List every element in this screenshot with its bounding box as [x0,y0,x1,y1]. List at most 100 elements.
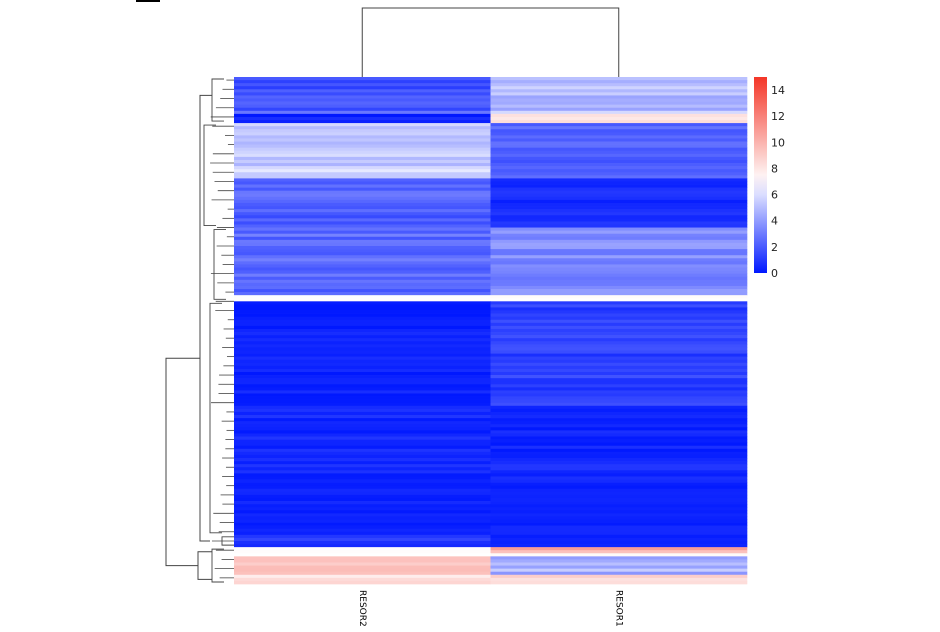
heatmap-cell [490,537,748,542]
heatmap-cell [490,301,748,305]
heatmap-cell [234,504,491,508]
heatmap-cell [490,236,748,241]
heatmap-cell [234,445,491,450]
heatmap-cell [490,196,748,201]
heatmap-cell [490,368,748,373]
row-dendrogram [165,78,234,583]
heatmap-cell [234,258,491,262]
heatmap-cell [490,341,748,345]
heatmap-cell [234,190,491,195]
heatmap-cell [234,172,491,176]
heatmap-cell [490,181,748,185]
heatmap-cell [490,218,748,222]
heatmap-cell [234,289,491,293]
heatmap-cell [490,335,748,339]
heatmap-cell [234,156,491,161]
heatmap-cell [490,150,748,155]
heatmap-cell [490,574,748,579]
heatmap-cell [490,510,748,514]
heatmap-cell [490,451,748,456]
heatmap-cell [234,80,491,84]
heatmap-cell [490,405,748,410]
heatmap-cell [490,556,748,560]
heatmap-cell [490,473,748,477]
heatmap-cell [234,491,491,496]
heatmap-cell [490,83,748,87]
heatmap-cell [234,568,491,573]
heatmap-cell [234,476,491,480]
row-dendrogram-branch [197,551,212,580]
heatmap-cell [234,574,491,579]
heatmap-cell [234,507,491,511]
heatmap-cell [490,95,748,99]
heatmap-cell [234,387,491,391]
heatmap-cell [490,571,748,576]
heatmap-cell [490,147,748,152]
heatmap-cell [234,249,491,253]
heatmap-cell [234,430,491,434]
heatmap-cell [234,252,491,256]
heatmap-cell [490,132,748,136]
heatmap-cell [490,467,748,471]
heatmap-cell [234,454,491,459]
heatmap-cell [490,362,748,367]
heatmap-cell [490,365,748,370]
heatmap-cell [234,335,491,339]
heatmap-cell [490,144,748,149]
heatmap-cell [234,464,491,468]
heatmap-cell [234,150,491,155]
heatmap-cell [234,307,491,311]
heatmap-cell [234,215,491,219]
heatmap-cell [234,230,491,235]
heatmap-cell [234,488,491,493]
heatmap-cell [490,550,748,554]
heatmap-cell [234,565,491,569]
heatmap-cell [234,421,491,425]
heatmap-cell [234,522,491,526]
heatmap-cell [234,359,491,364]
heatmap-cell [490,206,748,210]
heatmap-cell [234,181,491,185]
legend-tick-label: 8 [771,162,778,175]
column-labels: RESOR2 RESOR1 [357,590,624,627]
legend-colorbar [754,77,767,273]
heatmap-cell [234,424,491,428]
heatmap-cell [234,264,491,268]
heatmap-cell [490,261,748,265]
heatmap-cell [490,249,748,253]
heatmap-cell [234,540,491,545]
heatmap-cell [490,418,748,422]
heatmap-cell [234,126,491,130]
legend-tick-label: 6 [771,189,778,202]
heatmap-cell [490,77,748,81]
heatmap-cell [234,513,491,517]
heatmap-cell [490,101,748,105]
heatmap-cell [490,258,748,262]
heatmap-cell [490,230,748,235]
heatmap-cell [490,123,748,127]
heatmap-cell [490,120,748,124]
heatmap-cell [490,86,748,90]
heatmap-cell [490,393,748,397]
heatmap-cell [234,368,491,373]
heatmap-cell [234,393,491,397]
heatmap-cell [490,289,748,293]
heatmap-cell [234,528,491,533]
heatmap-cell [234,448,491,453]
heatmap-cell [234,159,491,164]
heatmap-cell [234,267,491,271]
legend-tick-label: 14 [771,84,785,97]
heatmap-cell [490,116,748,121]
heatmap-cell [234,255,491,259]
heatmap-cell [234,212,491,216]
heatmap-cell [234,132,491,136]
heatmap-cell [490,156,748,161]
heatmap-cell [490,387,748,391]
heatmap-cell [490,169,748,173]
heatmap-cell [234,273,491,278]
heatmap-cell [490,332,748,336]
heatmap-cell [234,92,491,96]
heatmap-cell [490,408,748,413]
heatmap-cell [490,488,748,493]
heatmap-cell [490,163,748,167]
